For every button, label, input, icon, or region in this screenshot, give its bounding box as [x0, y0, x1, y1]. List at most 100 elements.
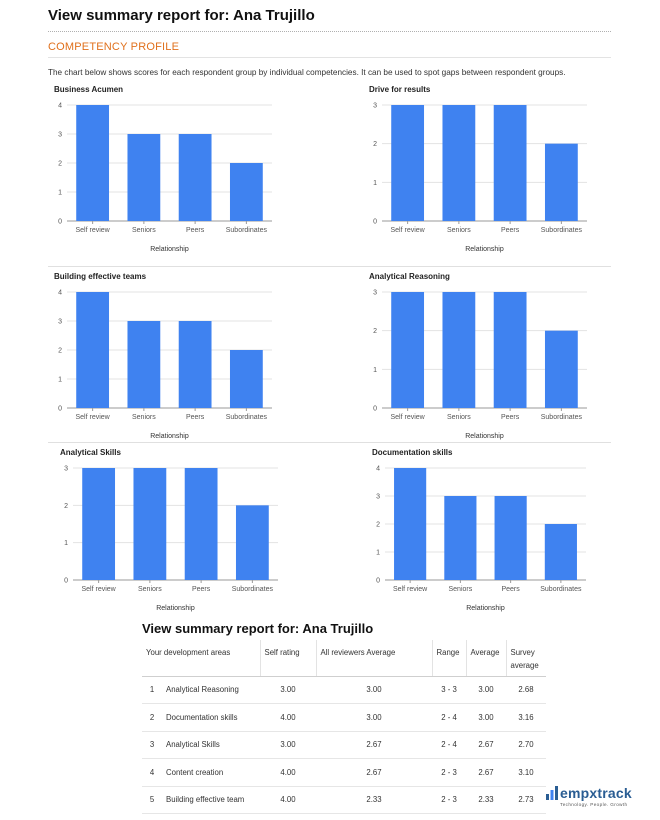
- chart-building-effective-teams: Building effective teams 0 1 2 3 4 Self review…: [52, 270, 278, 446]
- x-axis-label: Relationship: [150, 246, 189, 253]
- column-header-development-areas: Your development areas: [142, 640, 260, 677]
- bar: [494, 496, 527, 580]
- bar-chart-svg: Documentation skills 0 1 2 3 4 Self review Seni…: [372, 448, 586, 612]
- y-tick-label: 0: [64, 578, 68, 585]
- survey-average: 3.10: [506, 758, 546, 787]
- summary-header-row: Your development areas Self rating All r…: [142, 640, 546, 677]
- x-tick-label: Self review: [76, 227, 111, 234]
- x-tick-label: Self review: [393, 586, 428, 593]
- table-row: 3 Analytical Skills 3.00 2.67 2 - 4 2.67…: [142, 731, 546, 759]
- y-tick-label: 0: [58, 219, 62, 226]
- table-row: 1 Analytical Reasoning 3.00 3.00 3 - 3 3…: [142, 676, 546, 704]
- bar: [442, 292, 476, 408]
- summary-table: Your development areas Self rating All r…: [142, 640, 546, 814]
- x-tick-label: Subordinates: [226, 227, 268, 234]
- range: 2 - 3: [432, 786, 466, 814]
- bar: [493, 105, 527, 221]
- y-tick-label: 3: [373, 290, 377, 297]
- x-tick-label: Subordinates: [226, 414, 268, 421]
- self-rating: 4.00: [260, 703, 316, 732]
- bar-chart-svg: Analytical Skills 0 1 2 3 Self review Seniors P…: [60, 448, 278, 612]
- x-axis-label: Relationship: [156, 605, 195, 612]
- y-tick-label: 2: [64, 503, 68, 510]
- bar: [184, 468, 218, 580]
- chart-analytical-reasoning: Analytical Reasoning 0 1 2 3 Self review Senio…: [367, 270, 593, 446]
- chart-analytical-skills: Analytical Skills 0 1 2 3 Self review Seniors P…: [58, 446, 284, 618]
- x-tick-label: Subordinates: [540, 586, 582, 593]
- bar: [229, 350, 263, 408]
- development-area: Analytical Reasoning: [162, 676, 260, 704]
- summary-title: View summary report for: Ana Trujillo: [142, 621, 374, 636]
- y-tick-label: 2: [373, 141, 377, 148]
- bar: [133, 468, 167, 580]
- bar-chart-svg: Building effective teams 0 1 2 3 4 Self review…: [54, 272, 272, 440]
- y-tick-label: 3: [58, 319, 62, 326]
- bar: [544, 524, 577, 580]
- development-area: Analytical Skills: [162, 731, 260, 759]
- x-tick-label: Subordinates: [541, 414, 583, 421]
- x-tick-label: Peers: [186, 227, 205, 234]
- all-reviewers-average: 2.67: [316, 758, 432, 787]
- chart-business-acumen: Business Acumen 0 1 2 3 4 Self review Seniors Pe…: [52, 83, 278, 259]
- chart-documentation-skills: Documentation skills 0 1 2 3 4 Self review Seni…: [370, 446, 592, 618]
- development-area: Building effective team: [162, 786, 260, 814]
- range: 2 - 3: [432, 758, 466, 787]
- survey-average: 3.16: [506, 703, 546, 732]
- range: 2 - 4: [432, 703, 466, 732]
- all-reviewers-average: 2.67: [316, 731, 432, 759]
- table-row: 4 Content creation 4.00 2.67 2 - 3 2.67 …: [142, 758, 546, 787]
- x-tick-label: Seniors: [447, 414, 471, 421]
- row-number: 4: [142, 758, 162, 787]
- all-reviewers-average: 3.00: [316, 703, 432, 732]
- bar: [544, 330, 578, 408]
- row-number: 5: [142, 786, 162, 814]
- x-tick-label: Seniors: [132, 227, 156, 234]
- x-tick-label: Subordinates: [232, 586, 274, 593]
- chart-title: Documentation skills: [372, 448, 453, 457]
- bar: [229, 163, 263, 221]
- self-rating: 3.00: [260, 731, 316, 759]
- chart-row-divider: [48, 442, 611, 443]
- average: 2.67: [466, 758, 506, 787]
- chart-title: Business Acumen: [54, 85, 123, 94]
- page-title: View summary report for: Ana Trujillo: [48, 7, 315, 24]
- chart-title: Drive for results: [369, 85, 431, 94]
- bar: [178, 134, 212, 221]
- chart-row-divider: [48, 266, 611, 267]
- bar: [76, 105, 110, 221]
- x-tick-label: Peers: [501, 414, 520, 421]
- bar: [127, 321, 161, 408]
- x-tick-label: Seniors: [447, 227, 471, 234]
- section-title: COMPETENCY PROFILE: [48, 41, 180, 53]
- section-intro: The chart below shows scores for each re…: [48, 68, 566, 77]
- bar: [82, 468, 116, 580]
- x-tick-label: Seniors: [132, 414, 156, 421]
- y-tick-label: 1: [58, 377, 62, 384]
- row-number: 3: [142, 731, 162, 759]
- survey-average: 2.68: [506, 676, 546, 704]
- row-number: 2: [142, 703, 162, 732]
- bar: [394, 468, 427, 580]
- y-tick-label: 3: [376, 494, 380, 501]
- self-rating: 4.00: [260, 786, 316, 814]
- bar-chart-svg: Drive for results 0 1 2 3 Self review Seniors P…: [369, 85, 587, 253]
- all-reviewers-average: 2.33: [316, 786, 432, 814]
- bar: [442, 105, 476, 221]
- section-divider: [48, 57, 611, 58]
- range: 3 - 3: [432, 676, 466, 704]
- y-tick-label: 3: [58, 132, 62, 139]
- chart-drive-for-results: Drive for results 0 1 2 3 Self review Seniors P…: [367, 83, 593, 259]
- column-header-average: Average: [465, 640, 506, 677]
- bar: [235, 505, 269, 580]
- development-area: Documentation skills: [162, 703, 260, 732]
- column-header-survey-average: Survey average: [505, 640, 546, 677]
- average: 2.33: [466, 786, 506, 814]
- y-tick-label: 1: [373, 180, 377, 187]
- bar-chart-svg: Business Acumen 0 1 2 3 4 Self review Seniors Pe…: [54, 85, 272, 253]
- x-tick-label: Peers: [186, 414, 205, 421]
- y-tick-label: 1: [373, 367, 377, 374]
- y-tick-label: 2: [376, 522, 380, 529]
- y-tick-label: 2: [58, 161, 62, 168]
- average: 3.00: [466, 703, 506, 732]
- column-header-range: Range: [431, 640, 466, 677]
